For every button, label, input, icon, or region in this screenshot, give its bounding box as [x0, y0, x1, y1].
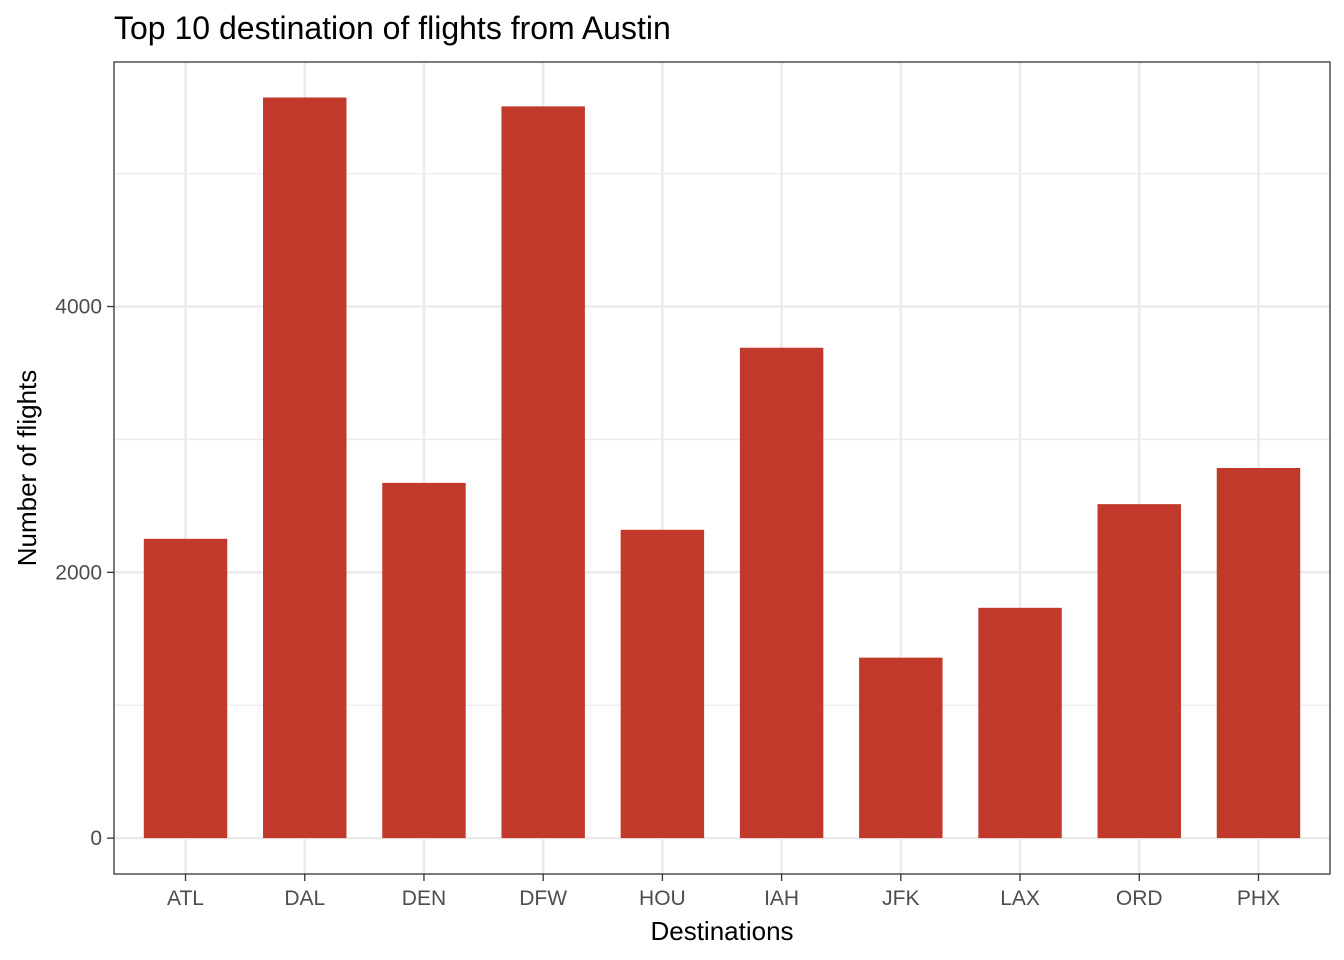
x-axis: ATL DAL DEN DFW HOU IAH JFK LAX ORD PHX — [167, 874, 1280, 910]
bar-dfw — [501, 106, 585, 839]
bar-atl — [143, 538, 228, 839]
bar-phx — [1216, 468, 1301, 839]
bar-ord — [1097, 504, 1181, 839]
bar-lax — [978, 607, 1062, 839]
x-tick-label: IAH — [764, 887, 799, 910]
x-tick-label: ATL — [167, 887, 204, 910]
x-tick-label: DAL — [284, 887, 325, 910]
bar-dal — [263, 97, 347, 839]
x-tick-label: DEN — [402, 887, 446, 910]
y-axis: 0 2000 4000 — [55, 296, 114, 850]
x-tick-label: ORD — [1116, 887, 1163, 910]
bar-den — [382, 482, 466, 839]
bar-iah — [739, 347, 824, 839]
x-tick-label: DFW — [519, 887, 567, 910]
x-axis-title: Destinations — [650, 916, 793, 946]
y-tick-label: 0 — [90, 827, 102, 850]
x-tick-label: JFK — [882, 887, 919, 910]
x-tick-label: LAX — [1000, 887, 1040, 910]
y-tick-label: 2000 — [55, 561, 102, 584]
chart-title: Top 10 destination of flights from Austi… — [114, 10, 671, 46]
bar-jfk — [859, 657, 943, 839]
y-tick-label: 4000 — [55, 296, 102, 319]
x-tick-label: PHX — [1237, 887, 1280, 910]
plot-border — [113, 61, 1331, 875]
y-axis-title: Number of flights — [12, 370, 42, 567]
bar-hou — [620, 529, 705, 839]
x-tick-label: HOU — [639, 887, 686, 910]
bars — [143, 97, 1301, 839]
